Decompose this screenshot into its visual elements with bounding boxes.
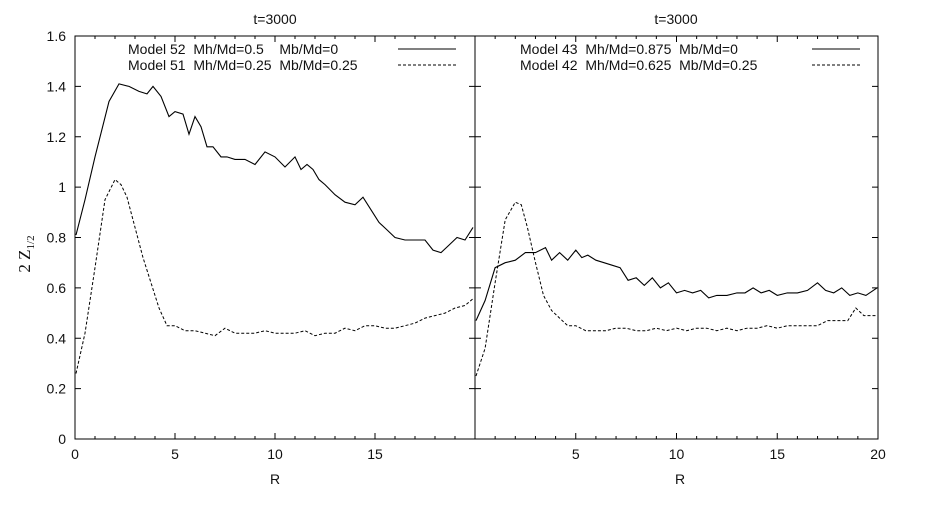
svg-text:2 Z1/2: 2 Z1/2: [15, 235, 37, 272]
series-line-dashed: [475, 201, 877, 377]
series-line-solid: [475, 246, 878, 321]
right-panel-frame: [474, 35, 879, 440]
left-panel-frame: [74, 35, 476, 440]
y-tick-label: 0.6: [47, 280, 67, 296]
legend-entry-label: Model 43 Mh/Md=0.875 Mb/Md=0: [520, 41, 738, 57]
right-panel-title: t=3000: [654, 11, 697, 27]
y-tick-label: 0.2: [47, 381, 67, 397]
y-axis-label: 2 Z1/2: [15, 235, 37, 272]
x-tick-label: 20: [870, 446, 886, 462]
x-tick-label: 10: [267, 446, 283, 462]
x-tick-label: 5: [171, 446, 179, 462]
y-tick-label: 0: [58, 431, 66, 447]
y-tick-label: 1: [58, 179, 66, 195]
right-x-axis-label: R: [675, 471, 685, 487]
y-tick-label: 0.8: [47, 230, 67, 246]
y-axis-label-sub: 1/2: [25, 235, 37, 249]
x-tick-label: 15: [769, 446, 785, 462]
left-panel-title: t=3000: [253, 11, 296, 27]
y-tick-label: 0.4: [47, 330, 67, 346]
legend-entry-label: Model 51 Mh/Md=0.25 Mb/Md=0.25: [128, 57, 358, 73]
series-line-dashed: [75, 178, 475, 374]
x-tick-label: 15: [367, 446, 383, 462]
y-tick-label: 1.6: [47, 28, 67, 44]
y-tick-label: 1.2: [47, 129, 67, 145]
x-tick-label: 5: [572, 446, 580, 462]
legend-entry-label: Model 42 Mh/Md=0.625 Mb/Md=0.25: [520, 57, 758, 73]
y-axis-label-main: 2 Z: [15, 249, 34, 272]
series-line-solid: [75, 83, 474, 254]
x-tick-label: 10: [669, 446, 685, 462]
y-tick-label: 1.4: [47, 78, 67, 94]
left-x-axis-label: R: [270, 471, 280, 487]
legend-entry-label: Model 52 Mh/Md=0.5 Mb/Md=0: [128, 41, 338, 57]
x-tick-label: 0: [71, 446, 79, 462]
